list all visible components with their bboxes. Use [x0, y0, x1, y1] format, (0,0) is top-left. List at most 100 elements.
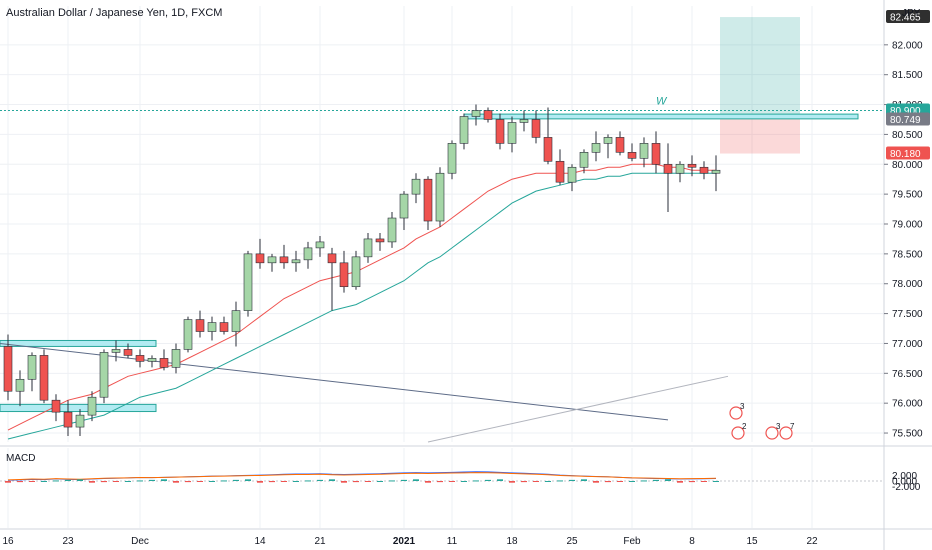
price-axis: 82.00081.50081.00080.50080.00079.50079.0…	[883, 0, 930, 550]
candle-body	[591, 143, 601, 153]
candle-body	[531, 119, 541, 138]
event-badge-count: 3	[740, 402, 745, 411]
time-tick-label: 14	[254, 536, 266, 547]
macd-histogram-bar	[113, 481, 119, 482]
macd-histogram-bar	[137, 480, 143, 482]
candle-body	[387, 217, 397, 243]
price-tick-label: 76.000	[892, 399, 923, 410]
macd-histogram-bar	[569, 479, 575, 481]
time-tick-label: 18	[506, 536, 518, 547]
price-label-box	[886, 112, 930, 126]
macd-histogram-bar	[377, 481, 383, 482]
candle-body	[399, 193, 409, 219]
candle-body	[627, 152, 637, 159]
macd-histogram-bar	[581, 479, 587, 481]
candle-body	[459, 116, 469, 144]
candle-body	[291, 259, 301, 264]
time-axis: 16 23 Dec 14 21 2021 11 18 25 Feb 8 15 22	[0, 528, 932, 547]
price-label-text: 82.465	[890, 13, 921, 24]
candle-body	[327, 253, 337, 264]
candle-body	[315, 241, 325, 249]
macd-histogram-bar	[77, 479, 83, 481]
candle-body	[519, 119, 529, 123]
macd-histogram-bar	[221, 480, 227, 482]
macd-histogram-bar	[233, 479, 239, 481]
candle-body	[99, 352, 109, 398]
macd-histogram-bar	[677, 481, 683, 483]
candle-body	[699, 166, 709, 174]
macd-histogram-bar	[89, 481, 95, 483]
macd-histogram-bar	[521, 481, 527, 483]
time-tick-label: 16	[2, 536, 14, 547]
macd-histogram-bar	[653, 479, 659, 481]
candle-body	[207, 322, 217, 332]
price-tick-label: 82.000	[892, 40, 923, 51]
macd-histogram-bar	[557, 480, 563, 482]
macd-histogram-bar	[185, 481, 191, 483]
macd-histogram-bar	[329, 479, 335, 481]
price-label-text: 80.900	[890, 106, 921, 117]
macd-line	[7, 471, 717, 481]
price-tick-label: 79.500	[892, 190, 923, 201]
time-tick-label: 23	[62, 536, 74, 547]
candle-body	[135, 355, 145, 362]
macd-histogram-bar	[65, 479, 71, 481]
macd-histogram-bar	[641, 480, 647, 482]
candle-body	[183, 319, 193, 350]
event-badge-count: 7	[790, 422, 795, 431]
candle-body	[195, 319, 205, 332]
candle-body	[495, 119, 505, 144]
candle-body	[375, 238, 385, 243]
candle-body	[675, 163, 685, 174]
candle-body	[651, 143, 661, 165]
macd-pane	[0, 445, 932, 483]
candle-body	[219, 322, 229, 332]
candle-body	[543, 137, 553, 162]
currency-label: JPY	[902, 8, 921, 19]
candle-body	[267, 256, 277, 264]
candle-body	[639, 143, 649, 159]
candle-body	[87, 396, 97, 416]
candle-body	[483, 110, 493, 120]
time-tick-label: Feb	[623, 536, 641, 547]
macd-histogram-bar	[497, 479, 503, 481]
price-label-text: 80.180	[890, 149, 921, 160]
event-badge	[731, 426, 745, 440]
macd-histogram-bar	[389, 480, 395, 482]
time-tick-label: Dec	[131, 536, 149, 547]
macd-histogram-bar	[209, 481, 215, 482]
candle-body	[555, 160, 565, 183]
candle-body	[243, 253, 253, 311]
macd-histogram-bar	[29, 481, 35, 482]
candle-body	[567, 166, 577, 183]
macd-histogram-bar	[353, 481, 359, 483]
candle-body	[339, 262, 349, 288]
ema-lines	[7, 163, 716, 440]
macd-histogram-bar	[257, 481, 263, 483]
macd-histogram-bar	[41, 481, 47, 482]
macd-histogram-bar	[53, 480, 59, 482]
macd-histogram-bar	[293, 481, 299, 482]
candle-body	[687, 163, 697, 168]
time-tick-label: 11	[447, 536, 458, 547]
macd-histogram-bar	[713, 481, 719, 482]
macd-histogram-bar	[149, 479, 155, 481]
time-tick-label: 2021	[393, 536, 416, 547]
price-tick-label: 80.000	[892, 160, 923, 171]
macd-histogram-bar	[281, 481, 287, 482]
trend-line	[0, 342, 669, 421]
candle-body	[171, 349, 181, 368]
event-badge	[765, 426, 779, 440]
support-zone	[0, 339, 157, 347]
time-tick-label: 8	[689, 536, 695, 547]
zones	[0, 17, 884, 443]
price-tick-label: 76.500	[892, 369, 923, 380]
macd-histogram-bar	[101, 481, 107, 483]
candle-body	[579, 152, 589, 168]
macd-signal-line	[7, 472, 717, 481]
macd-histogram-bar	[449, 481, 455, 482]
ema-line	[7, 172, 716, 440]
candle-body	[423, 178, 433, 222]
macd-histogram-bar	[413, 479, 419, 481]
